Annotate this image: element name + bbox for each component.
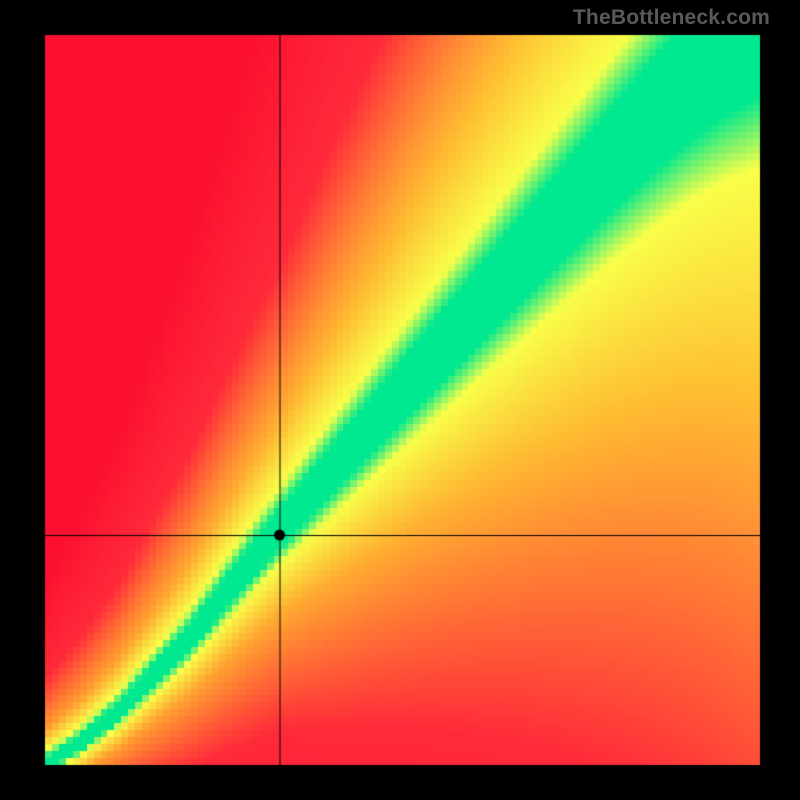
chart-container: { "attribution": "TheBottleneck.com", "c…	[0, 0, 800, 800]
bottleneck-heatmap	[0, 0, 800, 800]
attribution-text: TheBottleneck.com	[573, 6, 770, 30]
